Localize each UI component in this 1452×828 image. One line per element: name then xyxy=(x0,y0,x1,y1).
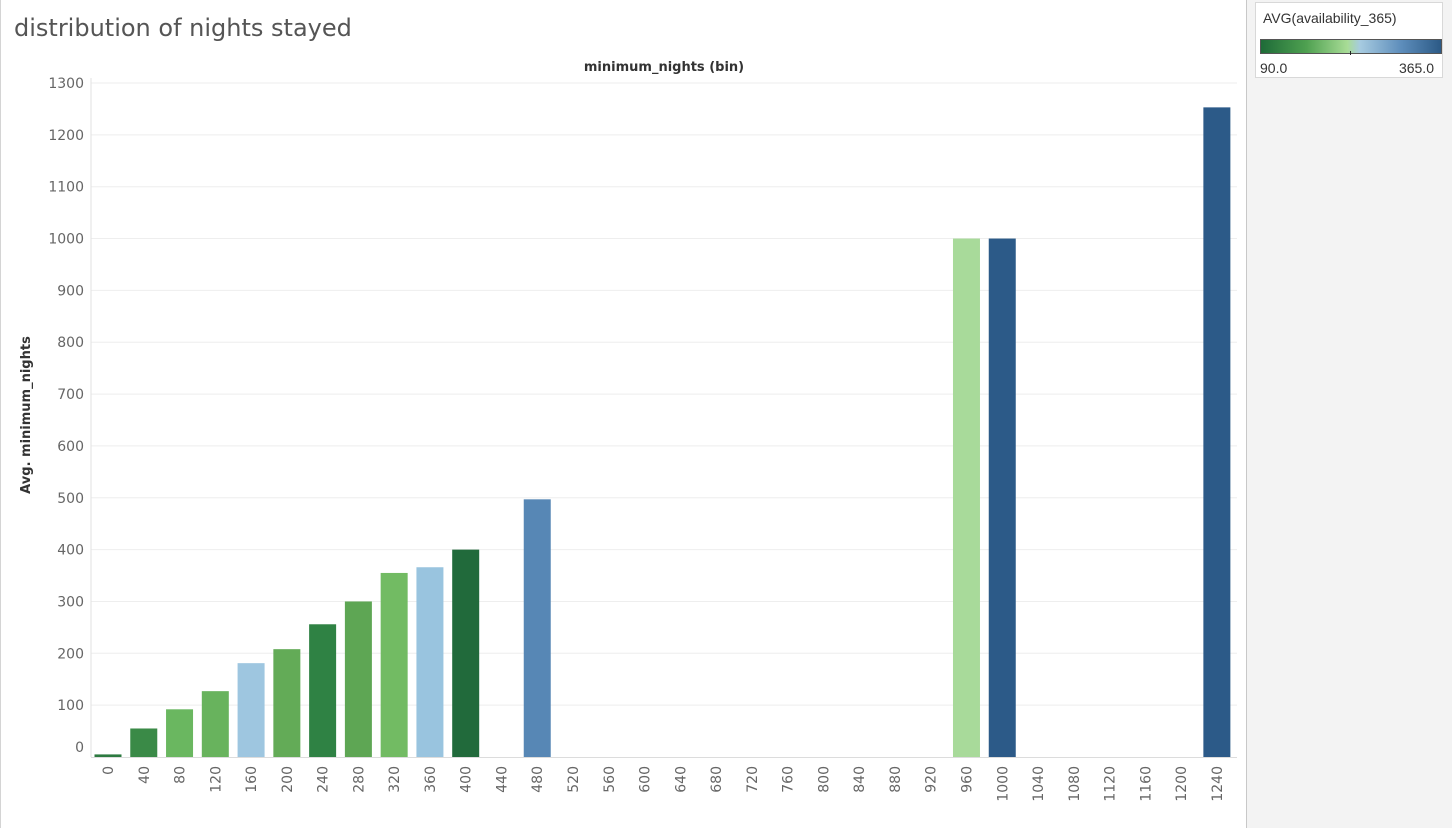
y-tick-label: 500 xyxy=(57,491,84,507)
x-tick-label: 1160 xyxy=(1138,766,1154,802)
bar-480[interactable] xyxy=(523,499,551,757)
x-tick-label: 160 xyxy=(244,766,260,793)
bar-chart: minimum_nights (bin) Avg. minimum_nights 0… xyxy=(19,60,1237,802)
bar-1240[interactable] xyxy=(1203,107,1231,758)
x-tick-label: 520 xyxy=(566,766,582,793)
x-tick-label: 880 xyxy=(888,766,904,793)
x-tick-label: 200 xyxy=(280,766,296,793)
color-legend[interactable]: AVG(availability_365) 90.0 365.0 xyxy=(1255,2,1443,78)
legend-midpoint-tick xyxy=(1350,51,1351,55)
x-tick-label: 120 xyxy=(208,766,224,793)
bar-400[interactable] xyxy=(452,549,480,757)
legend-title: AVG(availability_365) xyxy=(1263,10,1397,26)
x-tick-label: 800 xyxy=(816,766,832,793)
y-tick-label: 0 xyxy=(75,740,84,756)
y-tick-label: 1000 xyxy=(48,232,84,248)
x-tick-label: 1240 xyxy=(1210,766,1226,802)
bar-120[interactable] xyxy=(201,691,229,757)
x-tick-label: 1200 xyxy=(1174,766,1190,802)
x-tick-label: 400 xyxy=(459,766,475,793)
x-tick-label: 440 xyxy=(494,766,510,793)
x-tick-label: 840 xyxy=(852,766,868,793)
x-tick-label: 240 xyxy=(316,766,332,793)
x-tick-label: 1040 xyxy=(1031,766,1047,802)
y-tick-label: 300 xyxy=(57,594,84,610)
x-tick-label: 480 xyxy=(530,766,546,793)
y-tick-label: 800 xyxy=(57,335,84,351)
bar-360[interactable] xyxy=(416,567,444,757)
axis-labels: minimum_nights (bin) Avg. minimum_nights 0… xyxy=(19,60,1226,802)
x-tick-label: 1120 xyxy=(1103,766,1119,802)
x-tick-label: 640 xyxy=(673,766,689,793)
x-tick-label: 0 xyxy=(101,766,117,775)
y-tick-label: 400 xyxy=(57,543,84,559)
legend-color-ramp xyxy=(1260,39,1442,54)
bar-320[interactable] xyxy=(380,572,408,757)
y-tick-label: 1200 xyxy=(48,128,84,144)
page-title: distribution of nights stayed xyxy=(14,14,352,42)
x-tick-label: 600 xyxy=(638,766,654,793)
y-tick-label: 1300 xyxy=(48,76,84,92)
x-tick-label: 560 xyxy=(602,766,618,793)
x-tick-label: 960 xyxy=(959,766,975,793)
axes xyxy=(90,78,1237,758)
x-tick-label: 680 xyxy=(709,766,725,793)
bar-200[interactable] xyxy=(273,649,301,757)
y-tick-label: 600 xyxy=(57,439,84,455)
bar-280[interactable] xyxy=(344,601,372,757)
x-tick-label: 40 xyxy=(137,766,153,784)
bar-1000[interactable] xyxy=(988,238,1016,758)
x-tick-label: 1080 xyxy=(1067,766,1083,802)
bar-80[interactable] xyxy=(166,709,194,757)
y-tick-label: 1100 xyxy=(48,180,84,196)
x-tick-label: 280 xyxy=(351,766,367,793)
bar-960[interactable] xyxy=(952,238,980,758)
x-tick-label: 920 xyxy=(924,766,940,793)
x-tick-label: 720 xyxy=(745,766,761,793)
bars xyxy=(94,107,1231,758)
x-tick-label: 1000 xyxy=(995,766,1011,802)
x-tick-label: 360 xyxy=(423,766,439,793)
y-axis-label: Avg. minimum_nights xyxy=(19,336,34,494)
bar-40[interactable] xyxy=(130,728,158,757)
y-tick-label: 200 xyxy=(57,646,84,662)
bar-240[interactable] xyxy=(309,624,337,757)
x-tick-label: 320 xyxy=(387,766,403,793)
x-tick-label: 760 xyxy=(781,766,797,793)
y-tick-label: 700 xyxy=(57,387,84,403)
x-tick-label: 80 xyxy=(173,766,189,784)
gridlines xyxy=(91,82,1237,706)
legend-min-label: 90.0 xyxy=(1260,60,1288,76)
bar-160[interactable] xyxy=(237,663,265,757)
legend-max-label: 365.0 xyxy=(1398,60,1434,76)
column-header: minimum_nights (bin) xyxy=(584,60,744,75)
chart-panel: distribution of nights stayed minimum_ni… xyxy=(0,0,1237,828)
legend-panel: AVG(availability_365) 90.0 365.0 xyxy=(1246,0,1452,828)
y-tick-label: 900 xyxy=(57,283,84,299)
bar-0[interactable] xyxy=(94,754,122,757)
y-tick-label: 100 xyxy=(57,698,84,714)
